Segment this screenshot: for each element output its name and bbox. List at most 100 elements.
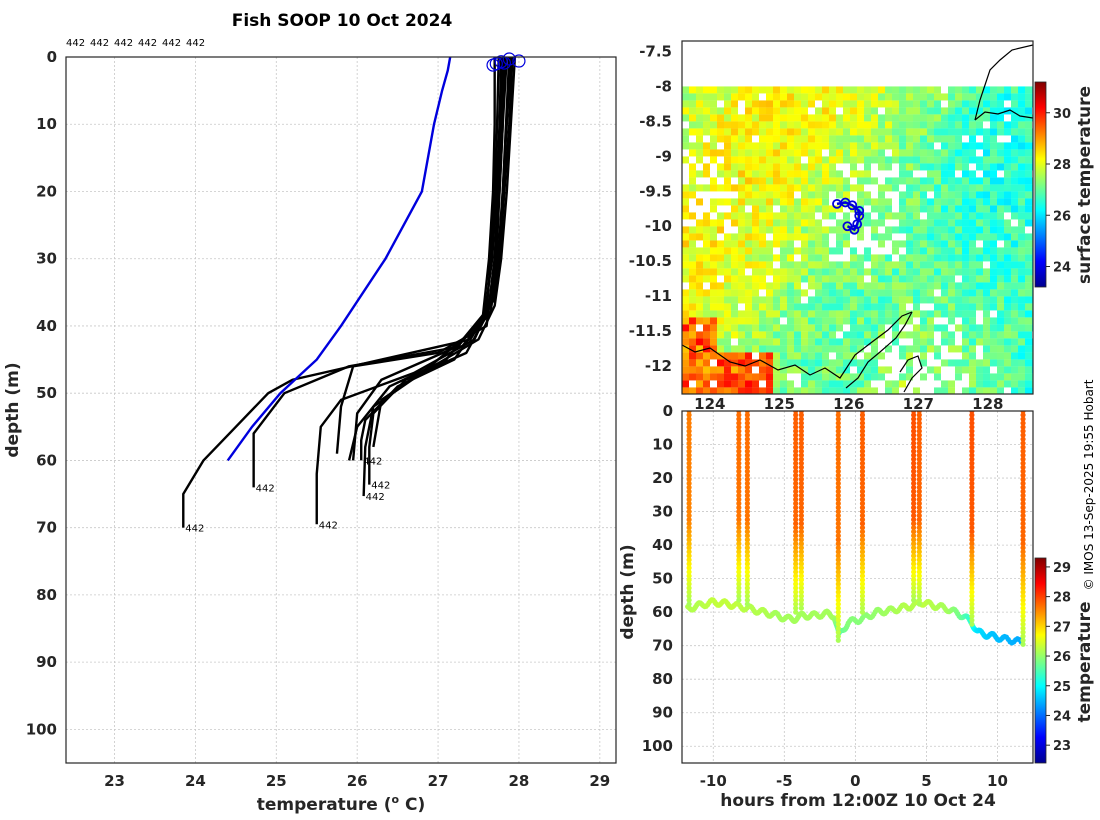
sst-cell <box>962 254 969 262</box>
temperature-colorbar-tick-label: 26 <box>1053 650 1071 665</box>
sst-cell <box>682 128 689 136</box>
sst-cell <box>1018 289 1025 297</box>
section-points <box>685 411 1026 647</box>
cast-point <box>686 416 692 422</box>
cast-point <box>736 504 742 511</box>
sst-cell <box>969 219 976 227</box>
sst-cell <box>808 359 815 367</box>
sst-cell <box>969 373 976 381</box>
sst-cell <box>731 93 738 101</box>
sst-cell <box>780 303 787 311</box>
sst-cell <box>703 324 710 332</box>
sst-cell <box>976 303 983 311</box>
sst-cell <box>871 289 878 297</box>
sst-cell <box>815 282 822 290</box>
sst-cell <box>892 338 899 346</box>
sst-cell <box>710 177 717 185</box>
sst-cell <box>871 296 878 304</box>
cast-point <box>736 512 742 519</box>
sst-cell <box>829 86 836 94</box>
cast-point <box>686 521 692 527</box>
sst-cell <box>871 114 878 122</box>
sst-cell <box>885 345 892 353</box>
sst-cell <box>843 317 850 325</box>
sst-cell <box>1011 247 1018 255</box>
sst-cell <box>794 289 801 297</box>
cast-point <box>969 589 975 595</box>
sst-cell <box>801 387 808 394</box>
sst-cell <box>906 261 913 269</box>
sst-cell <box>906 163 913 171</box>
sst-cell <box>717 373 724 381</box>
sst-cell <box>927 240 934 248</box>
sst-cell <box>1011 261 1018 269</box>
sst-cell <box>829 93 836 101</box>
cast-point <box>798 456 804 462</box>
sst-cell <box>689 149 696 157</box>
sst-cell <box>822 345 829 353</box>
sst-cell <box>780 373 787 381</box>
sst-cell <box>1004 177 1011 185</box>
sst-cell <box>983 93 990 101</box>
sst-cell <box>934 149 941 157</box>
sst-cell <box>990 100 997 108</box>
sst-cell <box>843 380 850 388</box>
sst-cell <box>759 338 766 346</box>
sst-cell <box>983 345 990 353</box>
cast-point <box>793 480 799 487</box>
sst-cell <box>710 296 717 304</box>
sst-cell <box>808 142 815 150</box>
sst-cell <box>801 380 808 388</box>
sst-cell <box>815 149 822 157</box>
cast-point <box>793 508 799 515</box>
sst-cell <box>976 184 983 192</box>
sst-cell <box>871 303 878 311</box>
sst-cell <box>780 268 787 276</box>
sst-cell <box>696 121 703 129</box>
sst-cell <box>822 156 829 164</box>
cast-point <box>736 428 742 434</box>
sst-cell <box>717 359 724 367</box>
cast-point <box>969 452 975 458</box>
cast-point <box>686 492 692 499</box>
sst-cell <box>899 212 906 220</box>
sst-cell <box>962 177 969 185</box>
cast-point <box>686 525 692 531</box>
sst-cell <box>724 268 731 276</box>
sst-cell <box>1025 170 1032 178</box>
sst-cell <box>682 366 689 374</box>
cast-point <box>969 492 975 499</box>
sst-cell <box>1018 254 1025 262</box>
sst-cell <box>969 93 976 101</box>
sst-cell <box>878 373 885 381</box>
sst-cell <box>920 142 927 150</box>
sst-cell <box>864 338 871 346</box>
sst-cell <box>794 177 801 185</box>
sst-cell <box>731 317 738 325</box>
sst-cell <box>850 121 857 129</box>
sst-cell <box>962 303 969 311</box>
sst-cell <box>1018 310 1025 318</box>
cast-point <box>736 533 742 539</box>
sst-cell <box>920 247 927 255</box>
sst-cell <box>892 114 899 122</box>
sst-cell <box>927 93 934 101</box>
sst-cell <box>745 233 752 241</box>
sst-cell <box>766 254 773 262</box>
sst-cell <box>752 149 759 157</box>
sst-cell <box>752 380 759 388</box>
sst-cell <box>1018 114 1025 122</box>
sst-cell <box>801 247 808 255</box>
sst-cell <box>976 247 983 255</box>
cast-point <box>798 508 804 515</box>
sst-cell <box>850 114 857 122</box>
sst-cell <box>990 268 997 276</box>
sst-cell <box>934 282 941 290</box>
sst-cell <box>759 247 766 255</box>
sst-cell <box>738 296 745 304</box>
sst-cell <box>836 184 843 192</box>
sst-cell <box>731 352 738 360</box>
sst-cell <box>738 205 745 213</box>
sst-cell <box>934 261 941 269</box>
sst-cell <box>766 317 773 325</box>
